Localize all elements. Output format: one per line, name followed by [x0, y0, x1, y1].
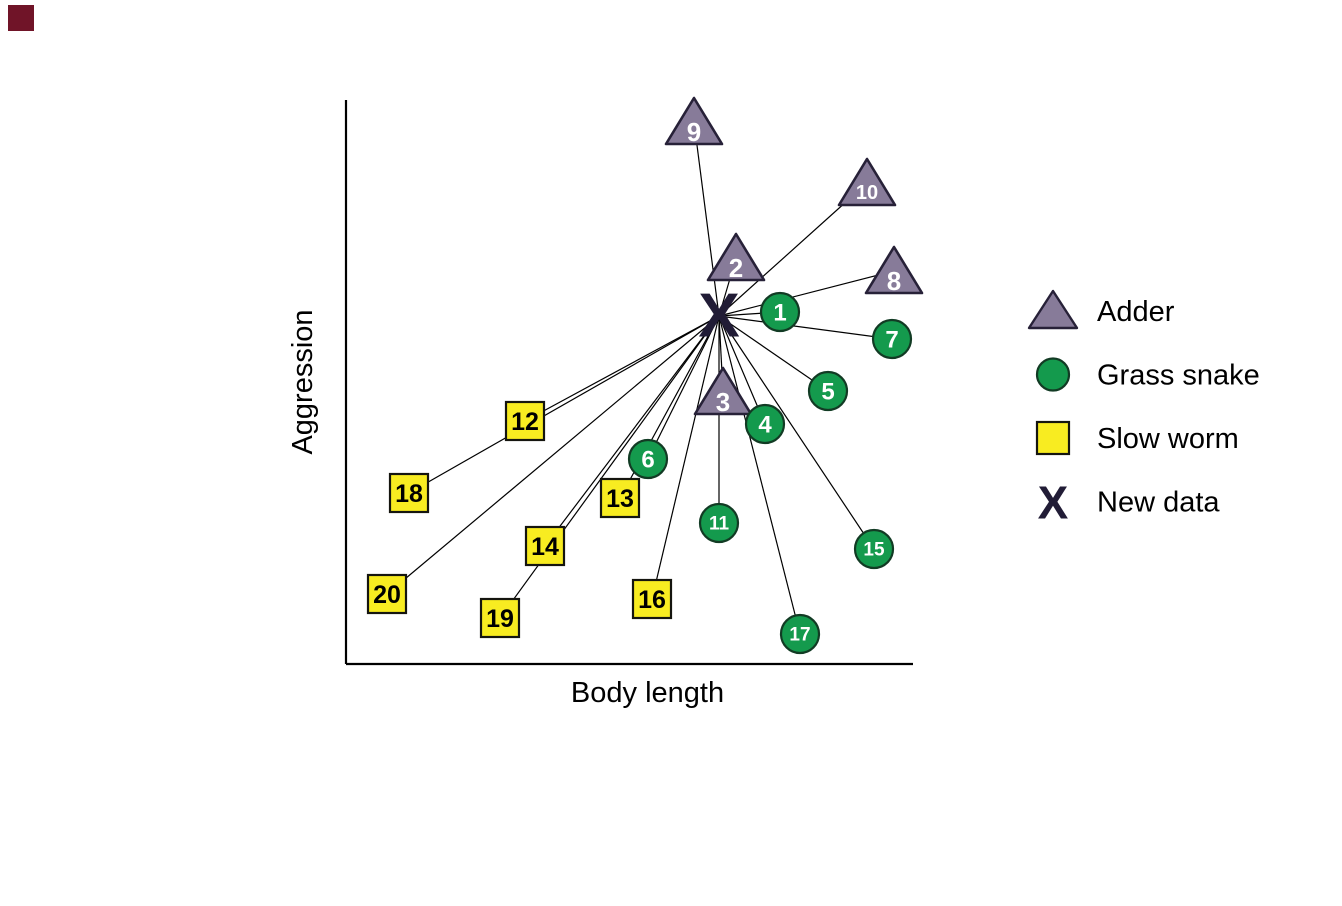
- slow-worm-legend-icon: [1035, 420, 1071, 456]
- triangle-marker-icon: [706, 232, 766, 282]
- connection-line-6: [647, 315, 720, 460]
- connection-line-17: [718, 315, 801, 635]
- point-label-13: 13: [606, 485, 634, 513]
- point-label-3: 3: [716, 387, 730, 417]
- grass-snake-point-15: 15: [853, 528, 895, 570]
- connection-line-19: [499, 315, 720, 619]
- grass-snake-legend-icon: [1035, 357, 1071, 392]
- point-label-9: 9: [687, 117, 701, 147]
- slow-worm-point-13: 13: [599, 477, 641, 519]
- y-axis-label: Aggression: [287, 309, 319, 454]
- legend-item-new-data: X New data: [1038, 477, 1221, 529]
- slow-worm-point-18: 18: [388, 472, 430, 514]
- adder-point-3: 3: [693, 366, 753, 417]
- triangle-marker-icon: [864, 245, 924, 295]
- grass-snake-point-17: 17: [779, 613, 821, 655]
- legend-item-slow-worm: Slow worm: [1035, 420, 1239, 456]
- x-axis-label: Body length: [571, 677, 724, 709]
- adder-point-2: 2: [706, 232, 766, 283]
- legend-label-slow-worm: Slow worm: [1097, 423, 1239, 455]
- connection-line-18: [408, 315, 720, 494]
- legend-label-new-data: New data: [1097, 487, 1220, 519]
- triangle-marker-icon: [693, 366, 753, 416]
- point-label-18: 18: [395, 480, 423, 508]
- grass-snake-point-1: 1: [759, 291, 801, 333]
- connection-line-16: [651, 315, 720, 600]
- square-marker-icon: [366, 573, 408, 615]
- connection-line-5: [718, 315, 829, 392]
- circle-marker-icon: [871, 318, 913, 360]
- circle-marker-icon: [807, 370, 849, 412]
- connection-line-9: [693, 121, 720, 317]
- triangle-marker-icon: [664, 96, 724, 146]
- point-label-16: 16: [638, 586, 666, 614]
- point-label-11: 11: [709, 514, 730, 535]
- square-marker-icon: [504, 400, 546, 442]
- circle-marker-icon: [779, 613, 821, 655]
- square-marker-icon: [524, 525, 566, 567]
- grass-snake-point-5: 5: [807, 370, 849, 412]
- legend-label-grass-snake: Grass snake: [1097, 360, 1260, 392]
- slow-worm-point-16: 16: [631, 578, 673, 620]
- point-label-5: 5: [821, 379, 834, 406]
- connection-line-14: [544, 315, 720, 547]
- circle-marker-icon: [853, 528, 895, 570]
- grass-snake-point-11: 11: [698, 502, 740, 544]
- point-label-17: 17: [789, 625, 810, 646]
- grass-snake-point-6: 6: [627, 438, 669, 480]
- circle-marker-icon: [627, 438, 669, 480]
- square-marker-icon: [599, 477, 641, 519]
- connection-line-20: [386, 315, 720, 595]
- legend-label-adder: Adder: [1097, 296, 1175, 328]
- slow-worm-point-14: 14: [524, 525, 566, 567]
- circle-marker-icon: [744, 403, 786, 445]
- point-label-12: 12: [511, 408, 539, 436]
- connection-line-8: [718, 270, 895, 317]
- point-label-2: 2: [729, 253, 743, 283]
- adder-point-8: 8: [864, 245, 924, 296]
- square-marker-icon: [631, 578, 673, 620]
- point-label-7: 7: [885, 327, 898, 354]
- connection-line-12: [524, 315, 720, 422]
- legend-item-grass-snake: Grass snake: [1035, 357, 1260, 392]
- triangle-marker-icon: [837, 157, 897, 207]
- point-label-14: 14: [531, 533, 559, 561]
- grass-snake-point-4: 4: [744, 403, 786, 445]
- grass-snake-point-7: 7: [871, 318, 913, 360]
- square-marker-icon: [479, 597, 521, 639]
- adder-legend-icon: [1027, 289, 1079, 330]
- point-label-8: 8: [887, 266, 901, 296]
- connection-line-7: [718, 315, 893, 340]
- point-label-19: 19: [486, 605, 514, 633]
- slow-worm-point-20: 20: [366, 573, 408, 615]
- connection-line-15: [718, 315, 875, 550]
- point-label-10: 10: [856, 182, 878, 204]
- square-marker-icon: [388, 472, 430, 514]
- point-label-4: 4: [758, 412, 772, 439]
- circle-marker-icon: [759, 291, 801, 333]
- new-data-marker: X: [698, 282, 739, 351]
- corner-artifact: [8, 5, 34, 31]
- point-label-15: 15: [863, 540, 885, 561]
- slow-worm-point-12: 12: [504, 400, 546, 442]
- point-label-20: 20: [373, 581, 401, 609]
- point-label-6: 6: [641, 447, 654, 474]
- adder-point-9: 9: [664, 96, 724, 147]
- new-data-legend-icon: X: [1038, 477, 1069, 529]
- circle-marker-icon: [698, 502, 740, 544]
- adder-point-10: 10: [837, 157, 897, 207]
- legend-item-adder: Adder: [1027, 289, 1175, 330]
- point-label-1: 1: [773, 300, 786, 327]
- slow-worm-point-19: 19: [479, 597, 521, 639]
